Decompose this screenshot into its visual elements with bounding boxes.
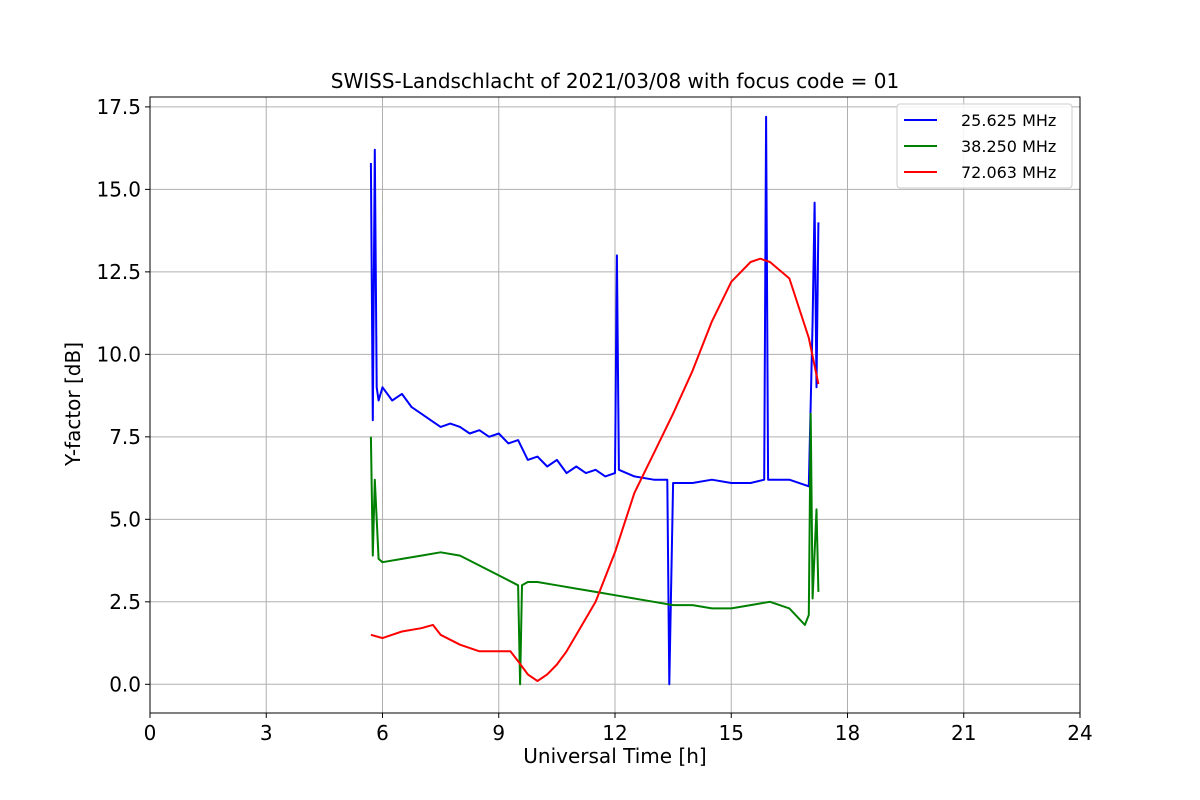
x-axis-label: Universal Time [h]: [523, 744, 706, 768]
y-tick-label: 10.0: [96, 342, 141, 366]
y-tick-label: 2.5: [109, 590, 141, 614]
y-tick-label: 5.0: [109, 507, 141, 531]
chart-title: SWISS-Landschlacht of 2021/03/08 with fo…: [331, 69, 899, 93]
x-tick-label: 3: [260, 721, 273, 745]
y-tick-label: 0.0: [109, 672, 141, 696]
series-line-0: [369, 115, 820, 686]
x-tick-label: 0: [144, 721, 157, 745]
series-line-1: [369, 412, 820, 686]
plot-series: [369, 115, 820, 686]
axis-ticks: 0 3 6 9 12 15 18 21 24 0.0 2.5 5.0 7.5 10.0 12.5 15.0 17…: [96, 95, 1092, 745]
x-tick-label: 21: [951, 721, 976, 745]
legend-box: [896, 103, 1073, 189]
y-tick-label: 15.0: [96, 177, 141, 201]
x-tick-label: 6: [376, 721, 389, 745]
legend-label: 25.625 MHz: [961, 111, 1056, 130]
y-tick-label: 12.5: [96, 260, 141, 284]
legend-label: 38.250 MHz: [961, 137, 1056, 156]
y-tick-label: 17.5: [96, 95, 141, 119]
x-tick-label: 24: [1067, 721, 1092, 745]
x-tick-label: 9: [492, 721, 505, 745]
x-tick-label: 15: [719, 721, 744, 745]
x-tick-label: 18: [835, 721, 860, 745]
legend-label: 72.063 MHz: [961, 163, 1056, 182]
y-tick-label: 7.5: [109, 425, 141, 449]
y-axis-label: Y-factor [dB]: [61, 342, 85, 467]
legend: 25.625 MHz 38.250 MHz 72.063 MHz: [896, 103, 1073, 189]
x-tick-label: 12: [602, 721, 627, 745]
series-line-2: [370, 257, 820, 682]
